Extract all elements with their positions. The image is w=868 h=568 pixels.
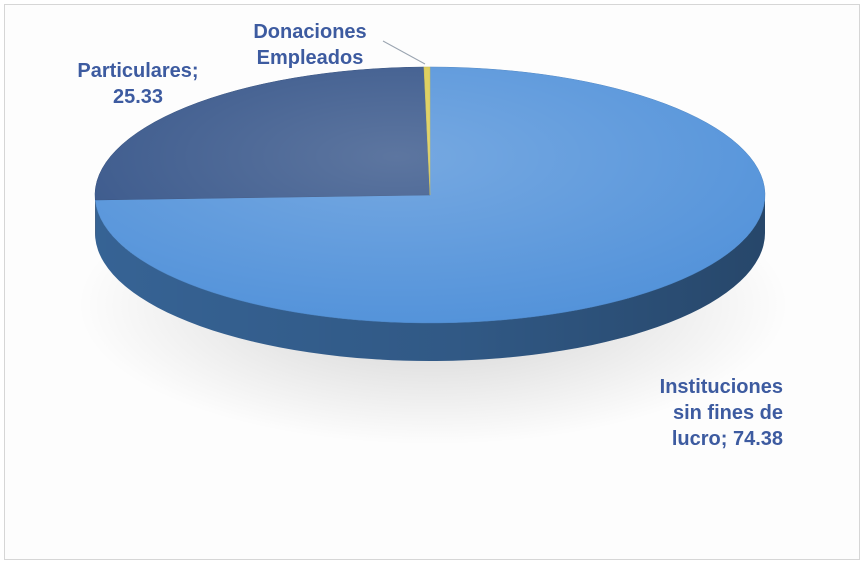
slice-label-0-line-0: Instituciones — [660, 376, 783, 398]
slice-label-0-line-2: lucro; 74.38 — [672, 428, 783, 450]
slice-side-shade-0 — [95, 195, 766, 362]
slice-label-2-line-0: Donaciones — [253, 21, 366, 43]
pie-gloss — [95, 67, 765, 323]
slice-label-1: Particulares; 25.33 — [77, 60, 198, 108]
slice-label-2-line-1: Empleados — [257, 47, 364, 69]
slice-label-1-line-0: Particulares; — [77, 60, 198, 82]
pie-chart: Instituciones sin fines de lucro; 74.38 Par… — [77, 21, 789, 450]
chart-frame: Instituciones sin fines de lucro; 74.38 Par… — [4, 4, 860, 560]
slice-labels: Instituciones sin fines de lucro; 74.38 Par… — [77, 21, 783, 450]
slice-label-0: Instituciones sin fines de lucro; 74.38 — [660, 376, 783, 450]
leader-line-2 — [382, 40, 426, 65]
slice-label-1-line-1: 25.33 — [113, 86, 163, 108]
pie-sides — [95, 195, 766, 362]
slice-label-2: Donaciones Empleados — [253, 21, 366, 69]
slice-label-0-line-1: sin fines de — [673, 402, 783, 424]
pie-slices — [94, 66, 766, 324]
